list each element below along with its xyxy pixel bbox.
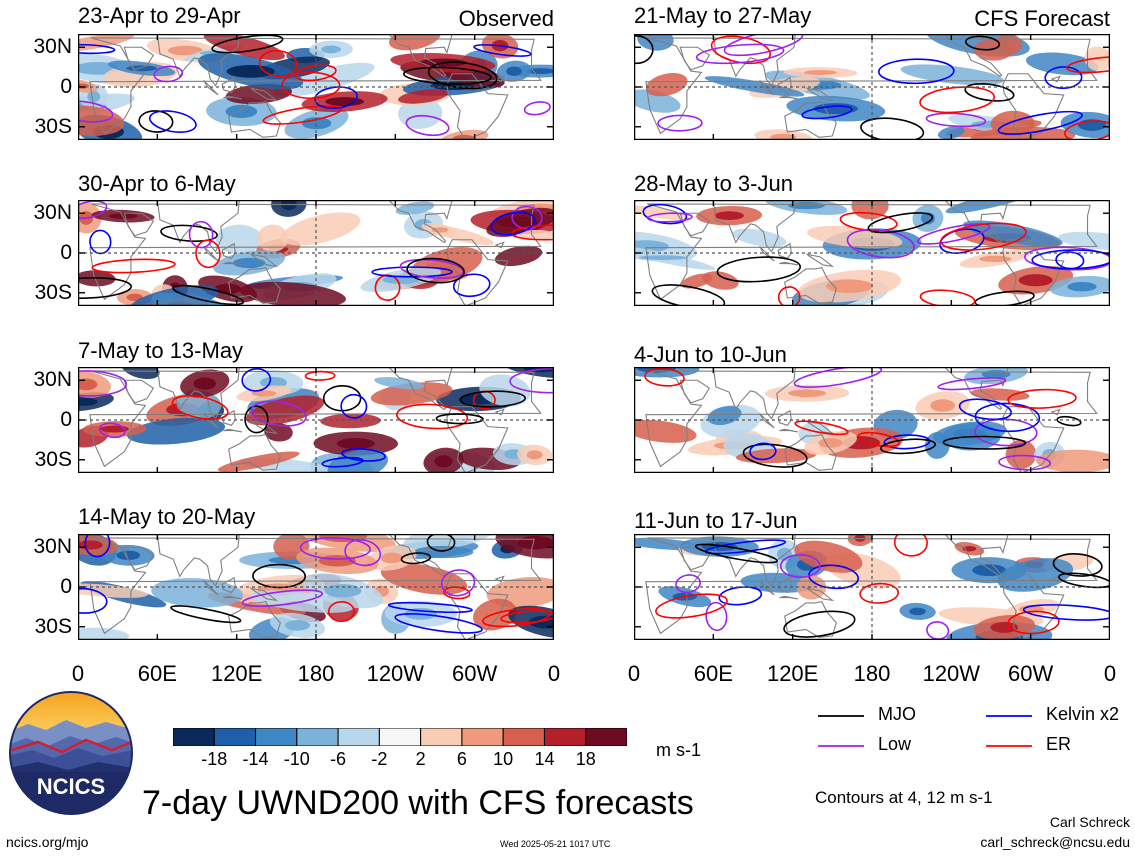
colorbar — [172, 727, 628, 751]
colorbar-swatch — [378, 727, 422, 747]
panel-title-obs-4: 14-May to 20-May — [78, 504, 256, 529]
author-email[interactable]: carl_schreck@ncsu.edu — [980, 834, 1130, 850]
panel-title-obs-1: 23-Apr to 29-Apr — [78, 3, 241, 28]
lat-tick-label: 30S — [34, 447, 72, 471]
lon-tick-label: 0 — [71, 661, 85, 686]
forecast-label: CFS Forecast — [974, 6, 1110, 31]
lat-tick-label: 30N — [33, 35, 72, 59]
lon-tick-label: 60E — [693, 661, 733, 686]
colorbar-units: m s-1 — [656, 740, 701, 760]
lat-tick-label: 30S — [34, 614, 72, 638]
map-panel-fcst-1 — [634, 34, 1110, 140]
lon-tick-label: 0 — [627, 661, 641, 686]
colorbar-swatch — [461, 727, 504, 747]
map-panel-obs-4 — [78, 534, 554, 640]
map-panel-fcst-4 — [634, 534, 1110, 640]
panel-title-fcst-3: 4-Jun to 10-Jun — [634, 342, 787, 367]
lat-tick-label: 0 — [60, 408, 72, 431]
lon-tick-label: 120E — [210, 661, 263, 686]
author: Carl Schreck — [1049, 814, 1130, 830]
map-panel-obs-1 — [78, 34, 554, 140]
logo-text: NCICS — [37, 774, 105, 799]
map-panel-fcst-2 — [634, 200, 1110, 306]
colorbar-tick-label: -14 — [242, 749, 269, 769]
lat-tick-label: 30S — [34, 280, 72, 304]
colorbar-tick-label: 10 — [493, 749, 514, 769]
lon-tick-label: 120E — [766, 661, 819, 686]
ncics-logo: NCICS — [8, 690, 134, 816]
lon-tick-label: 0 — [547, 661, 561, 686]
colorbar-swatch — [543, 727, 587, 747]
colorbar-swatch — [213, 727, 257, 747]
lat-tick-label: 30S — [34, 114, 72, 138]
legend-label-kelvin: Kelvin x2 — [1046, 704, 1120, 724]
lat-tick-label: 30N — [33, 535, 72, 559]
lat-tick-label: 0 — [60, 241, 72, 264]
colorbar-swatch — [420, 727, 463, 747]
contour-note: Contours at 4, 12 m s-1 — [815, 788, 993, 807]
panel-title-fcst-2: 28-May to 3-Jun — [634, 171, 793, 196]
map-panel-obs-2 — [78, 200, 554, 306]
colorbar-tick-label: -2 — [371, 749, 388, 769]
lat-tick-label: 0 — [60, 75, 72, 98]
lon-tick-label: 0 — [1103, 661, 1117, 686]
colorbar-tick-label: -6 — [330, 749, 347, 769]
colorbar-swatch — [502, 727, 545, 747]
panel-title-obs-2: 30-Apr to 6-May — [78, 171, 236, 196]
colorbar-tick-label: 6 — [456, 749, 467, 769]
legend-label-low: Low — [878, 734, 912, 754]
lat-tick-label: 30N — [33, 368, 72, 392]
colorbar-swatch — [255, 727, 298, 747]
lon-tick-label: 180 — [297, 661, 335, 686]
panel-title-fcst-4: 11-Jun to 17-Jun — [634, 508, 798, 533]
colorbar-swatch — [337, 727, 380, 747]
lat-tick-label: 0 — [60, 575, 72, 598]
lat-tick-label: 30N — [33, 201, 72, 225]
colorbar-swatch — [585, 727, 628, 747]
panel-title-obs-3: 7-May to 13-May — [78, 338, 244, 363]
lon-tick-label: 120W — [922, 661, 981, 686]
colorbar-tick-label: -18 — [201, 749, 228, 769]
lon-tick-label: 60W — [452, 661, 498, 686]
lon-tick-label: 60E — [137, 661, 177, 686]
lon-tick-label: 180 — [853, 661, 891, 686]
lon-tick-label: 60W — [1008, 661, 1054, 686]
main-title: 7-day UWND200 with CFS forecasts — [142, 784, 694, 822]
legend-label-er: ER — [1046, 734, 1072, 754]
map-panel-fcst-3 — [634, 367, 1110, 473]
colorbar-tick-label: 18 — [575, 749, 596, 769]
panel-title-fcst-1: 21-May to 27-May — [634, 3, 812, 28]
colorbar-tick-label: -10 — [283, 749, 310, 769]
colorbar-tick-label: 2 — [415, 749, 426, 769]
map-panel-obs-3 — [78, 367, 554, 473]
lon-tick-label: 120W — [366, 661, 425, 686]
legend-label-mjo: MJO — [878, 704, 916, 724]
colorbar-swatch — [296, 727, 339, 747]
colorbar-tick-label: 14 — [534, 749, 555, 769]
site-link[interactable]: ncics.org/mjo — [6, 834, 89, 850]
timestamp: Wed 2025-05-21 1017 UTC — [500, 839, 611, 849]
observed-label: Observed — [458, 6, 554, 31]
colorbar-swatch — [172, 727, 215, 747]
